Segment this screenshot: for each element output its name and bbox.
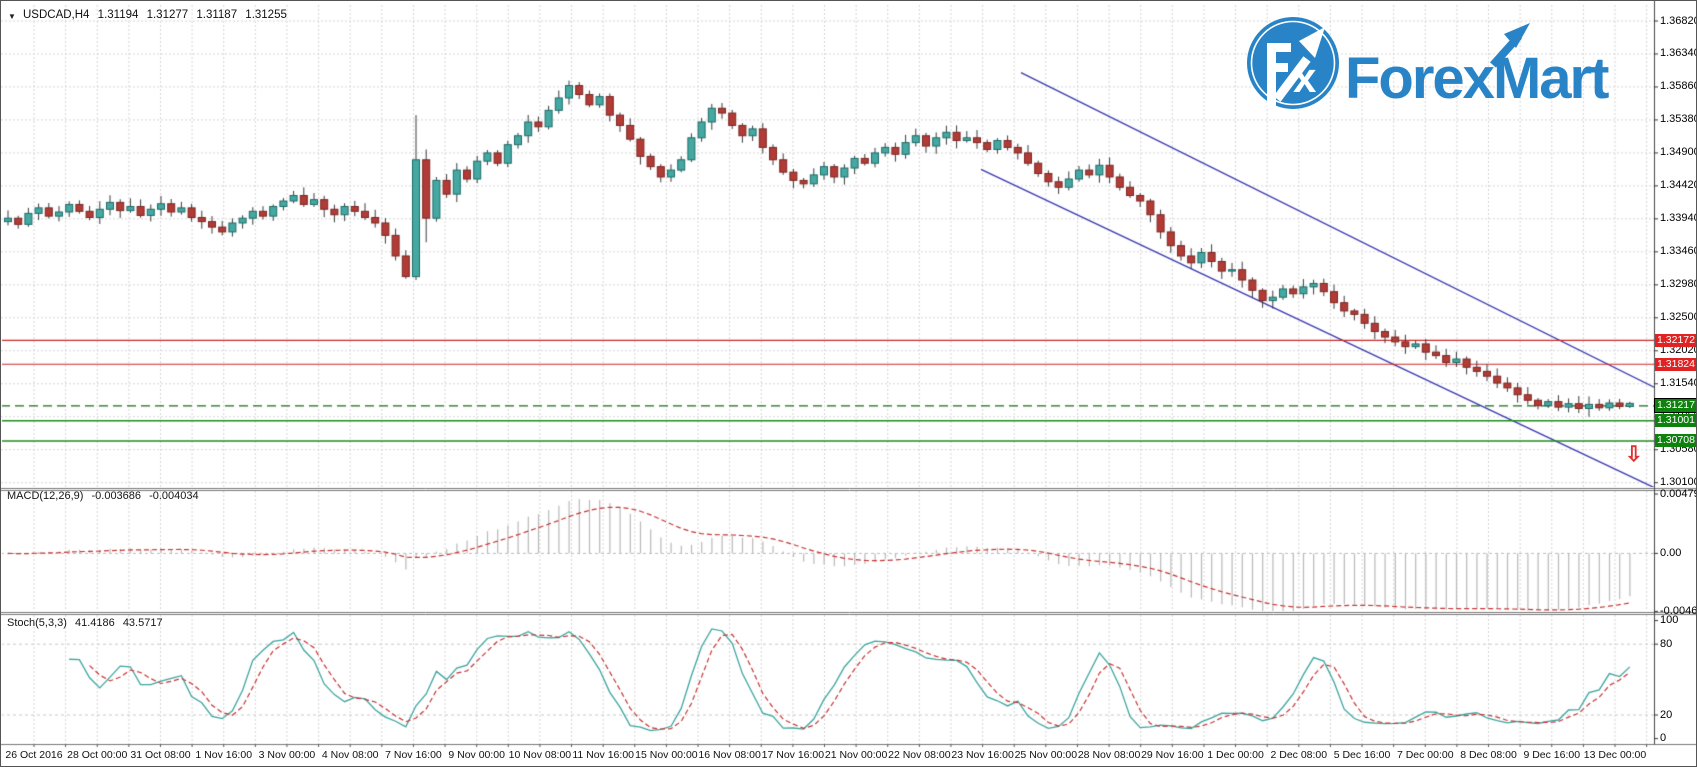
stoch-name: Stoch(5,3,3) <box>7 617 67 629</box>
time-axis-label: 17 Nov 16:00 <box>761 749 825 761</box>
ohlc-high: 1.31277 <box>146 9 189 21</box>
time-axis-label: 28 Nov 08:00 <box>1077 749 1141 761</box>
support-price-marker: 1.30708 <box>1655 434 1696 448</box>
stoch-axis-label: 80 <box>1660 637 1673 650</box>
time-axis-label: 2 Dec 08:00 <box>1270 749 1328 761</box>
forexmart-logo-icon: x <box>1247 17 1339 109</box>
time-axis-label: 21 Nov 00:00 <box>824 749 888 761</box>
time-axis-label: 22 Nov 08:00 <box>888 749 951 761</box>
price-axis-label: 1.30100 <box>1660 476 1697 489</box>
ohlc-open: 1.31194 <box>97 9 139 21</box>
stoch-indicator-label: Stoch(5,3,3) 41.4186 43.5717 <box>7 617 168 629</box>
price-axis-label: 1.36340 <box>1660 47 1697 60</box>
sell-signal-arrow-icon[interactable]: ⇩ <box>1625 443 1643 466</box>
ohlc-low: 1.31187 <box>196 9 238 21</box>
ohlc-close: 1.31255 <box>245 9 287 21</box>
price-axis-label: 1.34420 <box>1660 179 1697 192</box>
support-price-marker: 1.31001 <box>1655 414 1696 428</box>
time-axis-label: 11 Nov 16:00 <box>572 749 634 761</box>
price-axis-label: 1.34900 <box>1660 146 1697 159</box>
macd-axis-label: 0.004793 <box>1660 487 1696 500</box>
macd-axis-label: 0.00 <box>1660 546 1682 559</box>
time-axis-label: 4 Nov 08:00 <box>321 749 379 761</box>
symbol-period-label: USDCAD,H4 <box>23 9 90 21</box>
price-axis-label: 1.32500 <box>1660 311 1697 324</box>
time-axis-label: 15 Nov 00:00 <box>635 749 698 761</box>
current-price-marker: 1.31217 <box>1655 399 1696 413</box>
time-axis-label: 5 Dec 16:00 <box>1333 749 1391 761</box>
price-axis-label: 1.32980 <box>1660 278 1697 291</box>
forexmart-logo-arrow <box>1490 23 1530 68</box>
macd-main-value: -0.003686 <box>91 490 142 502</box>
price-axis-label: 1.33460 <box>1660 245 1697 258</box>
price-axis-label: 1.35860 <box>1660 80 1697 93</box>
time-axis-label: 7 Dec 00:00 <box>1396 749 1454 761</box>
time-axis-label: 8 Dec 08:00 <box>1460 749 1517 761</box>
macd-axis-label: -0.00468 <box>1660 604 1697 617</box>
time-axis-label: 25 Nov 00:00 <box>1014 749 1078 761</box>
stoch-main-value: 41.4186 <box>74 617 115 629</box>
forexmart-logo: x ForexMart <box>1247 17 1611 111</box>
stoch-axis-label: 20 <box>1660 708 1673 721</box>
macd-name: MACD(12,26,9) <box>7 490 84 502</box>
time-axis-label: 7 Nov 16:00 <box>385 749 442 761</box>
price-axis-label: 1.35380 <box>1660 113 1697 126</box>
forexmart-logo-text: ForexMart <box>1345 46 1609 111</box>
macd-indicator-label: MACD(12,26,9) -0.003686 -0.004034 <box>7 490 204 502</box>
price-axis-label: 1.36820 <box>1660 14 1697 27</box>
stoch-signal-value: 43.5717 <box>122 617 163 629</box>
macd-signal-value: -0.004034 <box>149 490 199 502</box>
resistance-price-marker: 1.32172 <box>1655 333 1696 347</box>
time-axis-label: 9 Dec 16:00 <box>1523 749 1581 761</box>
time-axis-label: 31 Oct 08:00 <box>130 749 191 761</box>
time-axis-label: 26 Oct 2016 <box>5 749 63 761</box>
time-axis-label: 1 Dec 00:00 <box>1207 749 1264 761</box>
time-axis-label: 29 Nov 16:00 <box>1141 749 1204 761</box>
price-axis-label: 1.33940 <box>1660 212 1697 225</box>
stoch-axis-label: 0 <box>1660 732 1667 745</box>
time-axis-label: 16 Nov 08:00 <box>698 749 761 761</box>
symbol-dropdown-icon[interactable]: ▼ <box>8 12 16 21</box>
time-axis-label: 1 Nov 16:00 <box>195 749 253 761</box>
time-axis-label: 3 Nov 00:00 <box>258 749 316 761</box>
price-axis-label: 1.31540 <box>1660 377 1697 390</box>
chart-title: USDCAD,H4 1.31194 1.31277 1.31187 1.3125… <box>23 9 292 21</box>
stoch-axis-label: 100 <box>1660 614 1679 627</box>
time-axis-label: 28 Oct 00:00 <box>67 749 128 761</box>
time-axis-label: 10 Nov 08:00 <box>508 749 572 761</box>
time-axis-label: 23 Nov 16:00 <box>951 749 1014 761</box>
time-axis-label: 13 Dec 00:00 <box>1583 749 1647 761</box>
resistance-price-marker: 1.31824 <box>1655 357 1696 371</box>
price-axis-label: 1.32020 <box>1660 344 1697 357</box>
time-axis-label: 9 Nov 00:00 <box>448 749 505 761</box>
